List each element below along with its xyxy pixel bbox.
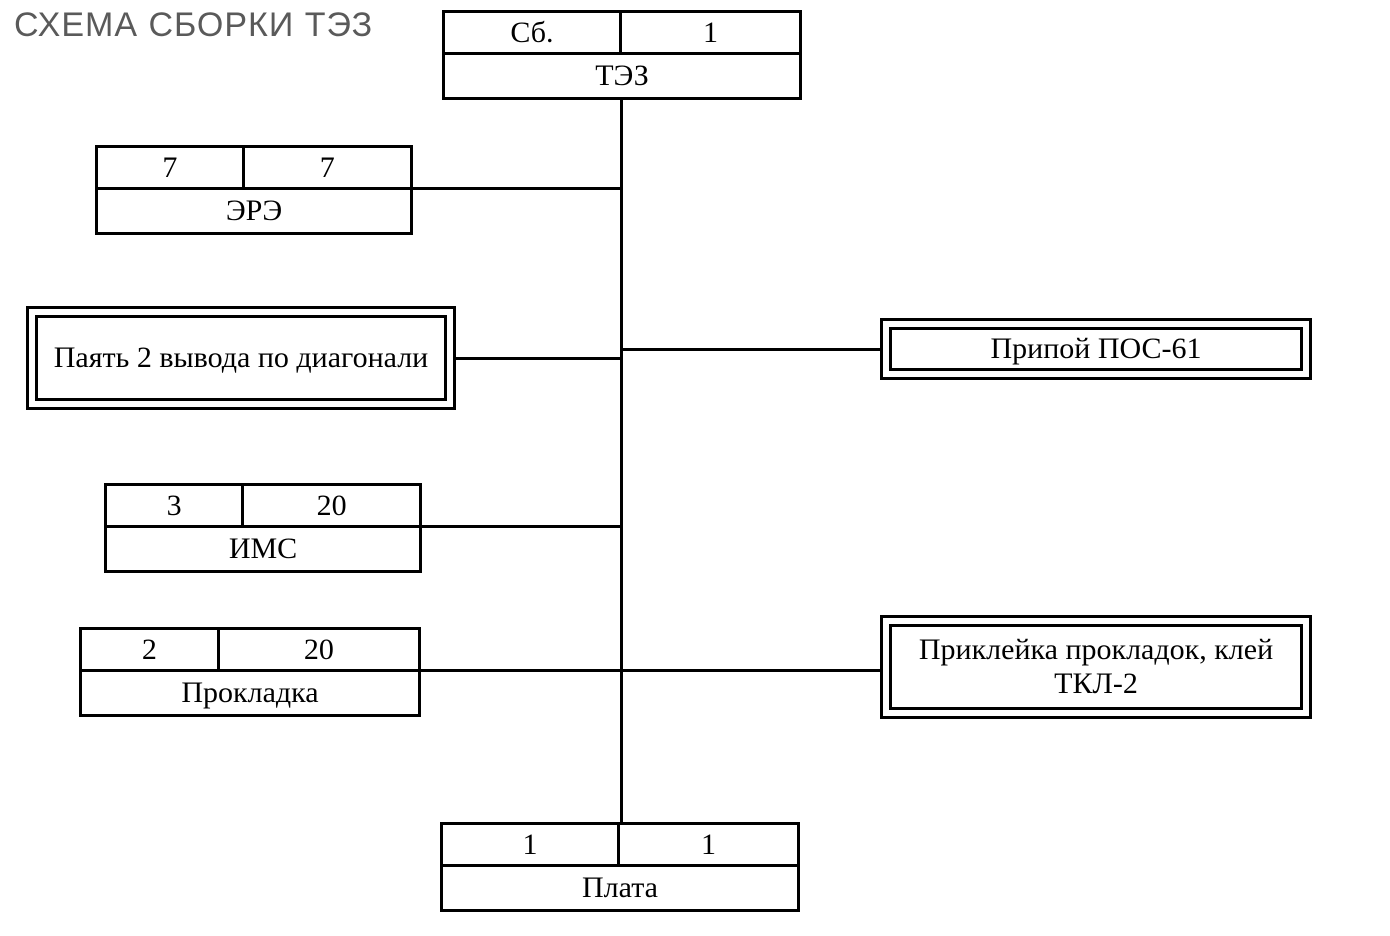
connector-solder_diag: [456, 357, 623, 360]
trunk-line: [620, 99, 623, 822]
diagram-title: СХЕМА СБОРКИ ТЭЗ: [14, 6, 373, 45]
connector-ere: [413, 187, 623, 190]
part-prokladka-right: 20: [220, 630, 418, 672]
part-ere-right: 7: [245, 148, 410, 190]
part-box-prokladka: 220Прокладка: [79, 627, 421, 717]
part-prokladka-label: Прокладка: [82, 672, 418, 714]
part-box-top: Сб.1ТЭЗ: [442, 10, 802, 100]
part-box-ims: 320ИМС: [104, 483, 422, 573]
connector-ims: [422, 525, 623, 528]
connector-glue: [620, 669, 881, 672]
part-box-ere: 77ЭРЭ: [95, 145, 413, 235]
process-box-glue: Приклейка прокладок, клей ТКЛ-2: [880, 615, 1312, 719]
process-pripoy-text: Припой ПОС-61: [889, 327, 1303, 371]
part-top-right: 1: [622, 13, 799, 55]
part-ims-left: 3: [107, 486, 244, 528]
part-top-left: Сб.: [445, 13, 622, 55]
connector-prokladka: [421, 669, 623, 672]
connector-pripoy: [620, 348, 881, 351]
process-glue-text: Приклейка прокладок, клей ТКЛ-2: [889, 624, 1303, 710]
part-ere-left: 7: [98, 148, 245, 190]
part-ere-label: ЭРЭ: [98, 190, 410, 232]
process-box-solder_diag: Паять 2 вывода по диагонали: [26, 306, 456, 410]
part-ims-label: ИМС: [107, 528, 419, 570]
part-ims-right: 20: [244, 486, 419, 528]
part-plata-right: 1: [620, 825, 797, 867]
part-prokladka-left: 2: [82, 630, 220, 672]
process-box-pripoy: Припой ПОС-61: [880, 318, 1312, 380]
part-top-label: ТЭЗ: [445, 55, 799, 97]
part-plata-label: Плата: [443, 867, 797, 909]
part-plata-left: 1: [443, 825, 620, 867]
process-solder_diag-text: Паять 2 вывода по диагонали: [35, 315, 447, 401]
part-box-plata: 11Плата: [440, 822, 800, 912]
